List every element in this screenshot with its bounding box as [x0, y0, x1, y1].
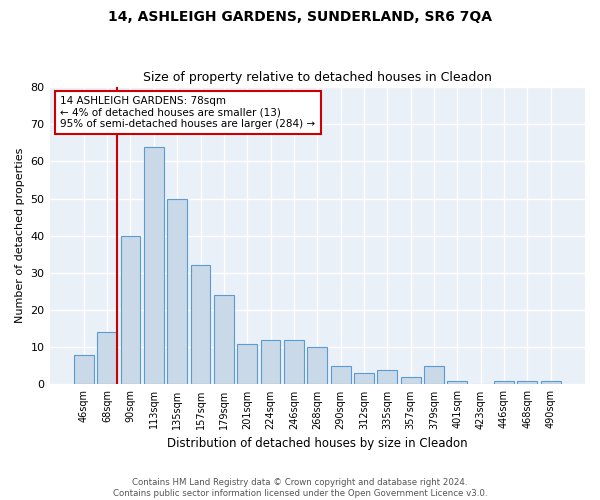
Text: Contains HM Land Registry data © Crown copyright and database right 2024.
Contai: Contains HM Land Registry data © Crown c… [113, 478, 487, 498]
Text: 14 ASHLEIGH GARDENS: 78sqm
← 4% of detached houses are smaller (13)
95% of semi-: 14 ASHLEIGH GARDENS: 78sqm ← 4% of detac… [60, 96, 316, 129]
Bar [97, 332, 117, 384]
Bar [307, 348, 327, 385]
Bar [401, 377, 421, 384]
Bar [167, 198, 187, 384]
Bar [448, 380, 467, 384]
Bar [331, 366, 350, 384]
Bar [238, 344, 257, 384]
Bar [541, 380, 560, 384]
Bar [284, 340, 304, 384]
Bar [424, 366, 444, 384]
Bar [354, 374, 374, 384]
Text: 14, ASHLEIGH GARDENS, SUNDERLAND, SR6 7QA: 14, ASHLEIGH GARDENS, SUNDERLAND, SR6 7Q… [108, 10, 492, 24]
Bar [260, 340, 280, 384]
Bar [144, 146, 164, 384]
Y-axis label: Number of detached properties: Number of detached properties [15, 148, 25, 324]
Bar [517, 380, 538, 384]
Title: Size of property relative to detached houses in Cleadon: Size of property relative to detached ho… [143, 72, 492, 85]
Bar [214, 295, 234, 384]
Bar [74, 354, 94, 384]
Bar [191, 266, 211, 384]
X-axis label: Distribution of detached houses by size in Cleadon: Distribution of detached houses by size … [167, 437, 467, 450]
Bar [377, 370, 397, 384]
Bar [494, 380, 514, 384]
Bar [121, 236, 140, 384]
